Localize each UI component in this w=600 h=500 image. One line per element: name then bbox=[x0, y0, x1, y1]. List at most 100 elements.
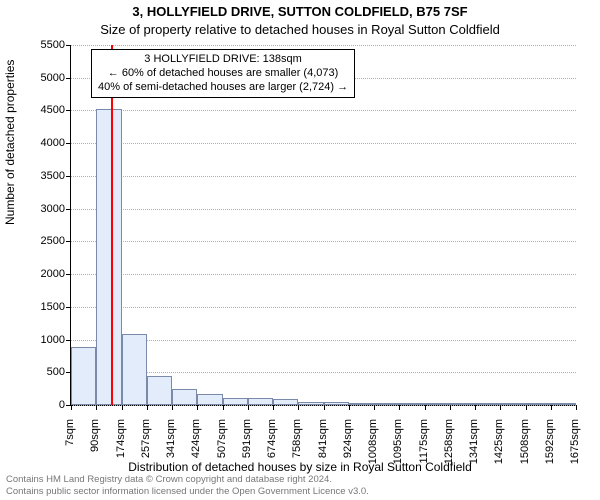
histogram-bar bbox=[96, 109, 121, 405]
footer-text: Contains HM Land Registry data © Crown c… bbox=[6, 474, 369, 497]
y-tick-label: 5500 bbox=[25, 39, 65, 51]
x-tick-mark bbox=[349, 405, 350, 410]
y-tick-label: 2500 bbox=[25, 235, 65, 247]
x-tick-label: 507sqm bbox=[216, 419, 228, 479]
x-tick-label: 1675sqm bbox=[569, 419, 581, 479]
histogram-bar bbox=[298, 402, 323, 405]
histogram-bar bbox=[71, 347, 96, 405]
x-tick-mark bbox=[122, 405, 123, 410]
x-tick-label: 1592sqm bbox=[544, 419, 556, 479]
gridline bbox=[71, 340, 576, 341]
histogram-bar bbox=[450, 403, 475, 405]
histogram-bar bbox=[172, 389, 197, 405]
title-sub: Size of property relative to detached ho… bbox=[0, 22, 600, 37]
x-tick-label: 591sqm bbox=[241, 419, 253, 479]
x-tick-label: 341sqm bbox=[165, 419, 177, 479]
x-tick-mark bbox=[298, 405, 299, 410]
marker-line bbox=[111, 45, 113, 405]
y-tick-mark bbox=[66, 143, 71, 144]
gridline bbox=[71, 45, 576, 46]
x-tick-mark bbox=[223, 405, 224, 410]
annotation-line1: 3 HOLLYFIELD DRIVE: 138sqm bbox=[98, 53, 348, 67]
x-tick-label: 1508sqm bbox=[519, 419, 531, 479]
x-tick-label: 674sqm bbox=[266, 419, 278, 479]
y-tick-label: 1000 bbox=[25, 334, 65, 346]
y-tick-mark bbox=[66, 45, 71, 46]
y-tick-label: 5000 bbox=[25, 72, 65, 84]
title-main: 3, HOLLYFIELD DRIVE, SUTTON COLDFIELD, B… bbox=[0, 4, 600, 19]
y-tick-label: 3500 bbox=[25, 170, 65, 182]
gridline bbox=[71, 372, 576, 373]
histogram-bar bbox=[223, 398, 248, 405]
x-tick-mark bbox=[324, 405, 325, 410]
x-tick-label: 924sqm bbox=[342, 419, 354, 479]
x-tick-mark bbox=[248, 405, 249, 410]
y-tick-mark bbox=[66, 340, 71, 341]
histogram-bar bbox=[248, 398, 273, 405]
x-tick-mark bbox=[273, 405, 274, 410]
y-axis-label: Number of detached properties bbox=[3, 60, 17, 225]
y-tick-label: 2000 bbox=[25, 268, 65, 280]
gridline bbox=[71, 307, 576, 308]
x-tick-label: 174sqm bbox=[115, 419, 127, 479]
footer-line2: Contains public sector information licen… bbox=[6, 486, 369, 497]
x-tick-mark bbox=[500, 405, 501, 410]
x-tick-mark bbox=[399, 405, 400, 410]
y-tick-label: 4500 bbox=[25, 104, 65, 116]
annotation-line3: 40% of semi-detached houses are larger (… bbox=[98, 81, 348, 95]
gridline bbox=[71, 176, 576, 177]
x-tick-label: 424sqm bbox=[190, 419, 202, 479]
x-tick-mark bbox=[475, 405, 476, 410]
x-tick-mark bbox=[450, 405, 451, 410]
y-tick-label: 0 bbox=[25, 399, 65, 411]
y-tick-mark bbox=[66, 110, 71, 111]
x-tick-mark bbox=[197, 405, 198, 410]
histogram-bar bbox=[349, 403, 374, 405]
x-tick-mark bbox=[96, 405, 97, 410]
x-tick-mark bbox=[374, 405, 375, 410]
x-tick-mark bbox=[172, 405, 173, 410]
histogram-bar bbox=[324, 402, 349, 405]
gridline bbox=[71, 209, 576, 210]
x-tick-label: 1175sqm bbox=[418, 419, 430, 479]
histogram-bar bbox=[374, 403, 399, 405]
histogram-bar bbox=[500, 403, 525, 405]
footer-line1: Contains HM Land Registry data © Crown c… bbox=[6, 474, 369, 485]
y-tick-mark bbox=[66, 307, 71, 308]
x-tick-mark bbox=[147, 405, 148, 410]
histogram-bar bbox=[399, 403, 424, 405]
y-tick-label: 3000 bbox=[25, 203, 65, 215]
histogram-bar bbox=[273, 399, 298, 405]
x-tick-label: 758sqm bbox=[291, 419, 303, 479]
x-tick-mark bbox=[551, 405, 552, 410]
x-tick-mark bbox=[71, 405, 72, 410]
x-tick-label: 1008sqm bbox=[367, 419, 379, 479]
y-tick-mark bbox=[66, 274, 71, 275]
y-tick-mark bbox=[66, 241, 71, 242]
x-tick-label: 90sqm bbox=[89, 419, 101, 479]
annotation-line2: ← 60% of detached houses are smaller (4,… bbox=[98, 67, 348, 81]
x-tick-mark bbox=[526, 405, 527, 410]
histogram-bar bbox=[122, 334, 147, 405]
y-tick-mark bbox=[66, 78, 71, 79]
x-tick-label: 1341sqm bbox=[468, 419, 480, 479]
gridline bbox=[71, 110, 576, 111]
x-tick-label: 257sqm bbox=[140, 419, 152, 479]
y-tick-label: 1500 bbox=[25, 301, 65, 313]
chart-container: 3, HOLLYFIELD DRIVE, SUTTON COLDFIELD, B… bbox=[0, 0, 600, 500]
histogram-bar bbox=[551, 403, 576, 405]
x-tick-label: 1258sqm bbox=[443, 419, 455, 479]
y-tick-label: 4000 bbox=[25, 137, 65, 149]
x-tick-label: 1095sqm bbox=[392, 419, 404, 479]
histogram-bar bbox=[425, 403, 450, 405]
x-tick-label: 7sqm bbox=[64, 419, 76, 479]
histogram-bar bbox=[147, 376, 172, 405]
x-tick-mark bbox=[576, 405, 577, 410]
histogram-bar bbox=[526, 403, 551, 405]
histogram-bar bbox=[475, 403, 500, 405]
y-tick-mark bbox=[66, 209, 71, 210]
x-tick-label: 1425sqm bbox=[493, 419, 505, 479]
x-tick-label: 841sqm bbox=[317, 419, 329, 479]
y-tick-label: 500 bbox=[25, 366, 65, 378]
histogram-bar bbox=[197, 394, 222, 405]
